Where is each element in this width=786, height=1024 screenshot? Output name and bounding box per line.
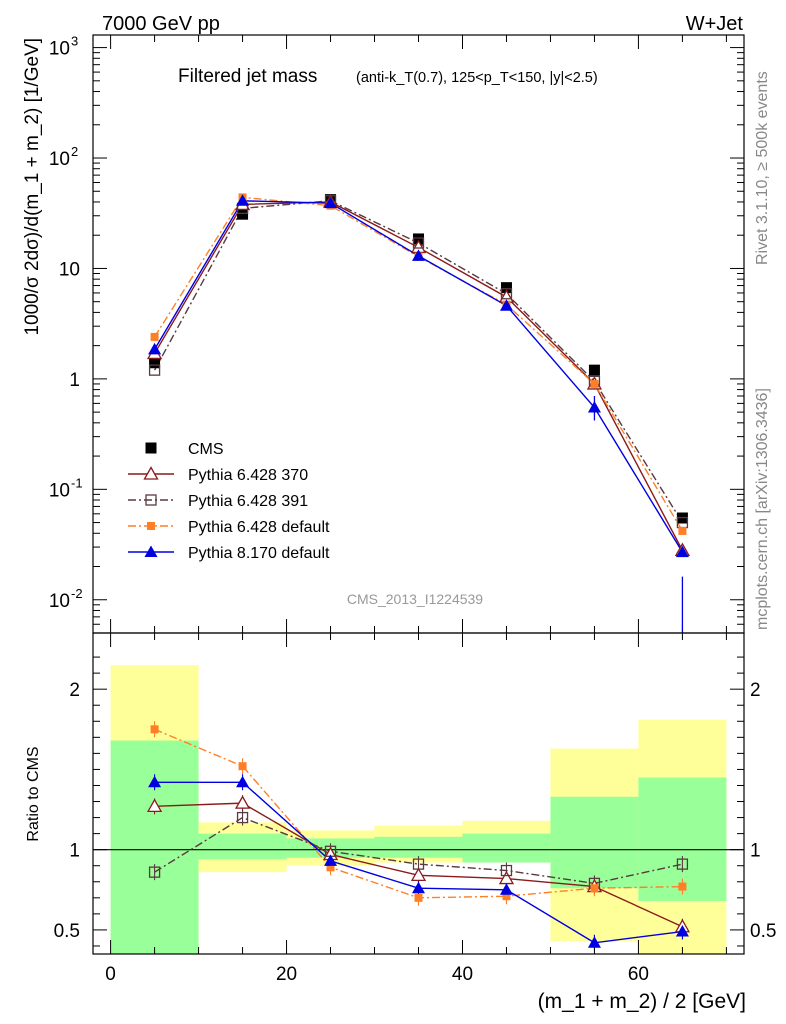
plot-subtitle: (anti-k_T(0.7), 125<p_T<150, |y|<2.5)	[356, 70, 598, 86]
data-point	[412, 858, 425, 870]
data-point	[148, 866, 161, 878]
ratio-y-tick-label: 0.5	[54, 921, 80, 942]
data-point	[412, 249, 425, 261]
legend-label: Pythia 8.170 default	[188, 545, 330, 562]
data-point	[149, 357, 161, 369]
data-point	[148, 364, 161, 376]
data-point	[500, 282, 512, 294]
main-y-axis-label: 1000/σ 2dσ)/d(m_1 + m_2) [1/GeV]	[22, 38, 43, 336]
main-plot-panel: Filtered jet mass (anti-k_T(0.7), 125<p_T…	[22, 34, 745, 634]
data-point	[499, 883, 513, 895]
data-point	[499, 299, 513, 311]
y-tick-label: 10	[59, 259, 80, 280]
plot-title: Filtered jet mass	[178, 66, 317, 87]
data-point	[326, 863, 335, 872]
legend-marker	[144, 545, 158, 557]
y-tick-label: 10	[49, 39, 70, 60]
data-point	[590, 379, 599, 388]
data-point	[148, 342, 162, 355]
y-tick-label: 10	[49, 480, 70, 501]
y-tick-label: 1	[69, 370, 80, 391]
ratio-y-tick-label: 2	[69, 680, 80, 701]
ratio-plot-frame	[92, 632, 745, 955]
data-point	[587, 936, 601, 948]
data-point	[590, 884, 599, 893]
data-point	[588, 364, 600, 376]
main-series-group	[146, 193, 691, 633]
legend-label: Pythia 6.428 default	[188, 519, 330, 536]
energy-label: 7000 GeV pp	[102, 13, 220, 35]
data-point	[675, 925, 689, 937]
legend: CMS Pythia 6.428 370 Pythia 6.428 391 Pythi…	[128, 441, 330, 562]
green-band	[374, 836, 463, 858]
data-point	[150, 725, 159, 734]
legend-marker	[145, 442, 157, 454]
data-point	[324, 854, 338, 866]
ratio-y-tick-label-right: 2	[750, 680, 761, 701]
data-point	[413, 233, 424, 245]
data-point	[236, 194, 250, 206]
legend-marker	[147, 522, 155, 530]
data-point	[675, 545, 689, 558]
rivet-label: Rivet 3.1.10, ≥ 500k events	[754, 71, 771, 265]
y-tick-label: 10	[49, 591, 70, 612]
uncertainty-bands	[110, 665, 727, 954]
legend-label: CMS	[188, 441, 224, 458]
ratio-y-axis-label: Ratio to CMS	[25, 746, 42, 841]
data-point	[410, 867, 427, 882]
x-tick-label: 20	[276, 964, 297, 985]
x-tick-label: 40	[452, 964, 473, 985]
data-point	[324, 196, 338, 209]
data-point	[150, 332, 159, 341]
data-point	[237, 208, 249, 220]
data-point	[414, 893, 423, 902]
green-band	[198, 833, 287, 860]
y-tick-exponent: 3	[71, 34, 78, 49]
y-tick-label: 10	[49, 149, 70, 170]
data-point	[236, 811, 249, 824]
data-point	[676, 858, 689, 870]
legend-marker	[143, 466, 159, 480]
green-band	[110, 740, 199, 954]
mcplots-label: mcplots.cern.ch [arXiv:1306.3436]	[754, 388, 771, 630]
watermark-label: CMS_2013_I1224539	[347, 591, 483, 607]
data-point	[500, 288, 513, 300]
ratio-series-group	[146, 721, 691, 951]
x-axis-label: (m_1 + m_2) / 2 [GeV]	[538, 990, 746, 1013]
data-point	[146, 798, 163, 812]
main-plot-frame	[92, 34, 745, 634]
green-band	[550, 796, 639, 889]
legend-label: Pythia 6.428 391	[188, 493, 308, 510]
data-point	[236, 775, 250, 788]
y-tick-exponent: -2	[71, 586, 83, 601]
data-point	[587, 401, 601, 413]
legend-marker	[145, 494, 157, 506]
ratio-y-tick-label: 1	[69, 841, 80, 862]
x-tick-label: 60	[628, 964, 649, 985]
data-point	[678, 882, 687, 891]
data-point	[234, 795, 251, 809]
data-point	[500, 864, 513, 877]
green-band	[462, 833, 551, 863]
legend-label: Pythia 6.428 370	[188, 467, 308, 484]
y-tick-exponent: 2	[71, 144, 78, 159]
data-point	[502, 892, 511, 901]
data-point	[148, 775, 162, 788]
data-point	[678, 526, 687, 535]
data-point	[412, 237, 425, 249]
data-point	[412, 881, 425, 894]
data-point	[238, 762, 247, 771]
x-tick-label: 0	[105, 964, 116, 985]
y-tick-exponent: -1	[71, 475, 83, 490]
ratio-y-tick-label-right: 0.5	[750, 921, 776, 942]
ratio-y-tick-label-right: 1	[750, 841, 761, 862]
process-label: W+Jet	[686, 13, 744, 35]
